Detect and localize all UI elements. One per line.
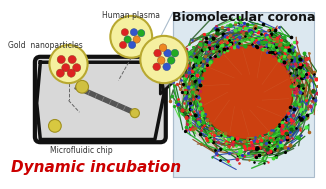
Circle shape [73, 64, 81, 72]
Circle shape [68, 55, 76, 64]
FancyBboxPatch shape [35, 57, 166, 142]
Circle shape [76, 80, 89, 93]
Circle shape [67, 69, 75, 77]
Circle shape [62, 64, 70, 72]
Polygon shape [75, 85, 139, 116]
Circle shape [49, 119, 61, 132]
Circle shape [171, 49, 179, 57]
Circle shape [124, 36, 131, 43]
Circle shape [154, 49, 161, 57]
Circle shape [121, 29, 128, 36]
Text: Biomolecular corona: Biomolecular corona [172, 11, 316, 24]
Circle shape [50, 45, 88, 83]
Polygon shape [37, 62, 164, 139]
Circle shape [180, 27, 311, 158]
Circle shape [56, 69, 65, 77]
Circle shape [130, 29, 138, 36]
Circle shape [168, 57, 175, 64]
Circle shape [128, 41, 136, 49]
Polygon shape [160, 50, 173, 94]
Circle shape [199, 45, 293, 139]
Circle shape [119, 41, 127, 49]
FancyBboxPatch shape [173, 12, 314, 177]
Circle shape [157, 57, 165, 64]
Circle shape [153, 63, 160, 71]
Circle shape [130, 109, 140, 118]
Text: Gold  nanoparticles: Gold nanoparticles [8, 41, 83, 50]
Circle shape [138, 29, 145, 37]
Circle shape [110, 16, 152, 58]
Circle shape [163, 63, 170, 71]
Circle shape [57, 55, 65, 64]
Text: Human plasma: Human plasma [102, 11, 160, 20]
Circle shape [140, 36, 187, 83]
Circle shape [133, 36, 140, 43]
Text: Microfluidic chip: Microfluidic chip [50, 146, 112, 155]
Circle shape [164, 49, 171, 57]
Circle shape [159, 44, 167, 52]
Text: Dynamic incubation: Dynamic incubation [11, 160, 181, 175]
